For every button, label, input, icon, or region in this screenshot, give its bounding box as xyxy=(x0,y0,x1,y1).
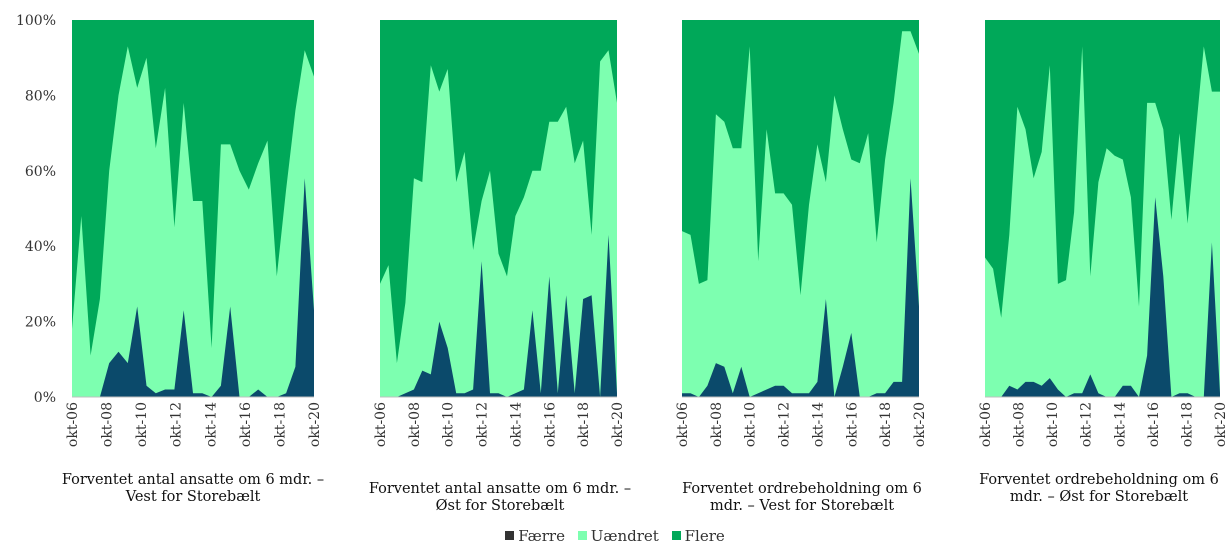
area-uaendret xyxy=(380,50,617,397)
x-tick-label: okt-16 xyxy=(1146,402,1162,447)
area-faerre xyxy=(72,178,314,397)
legend-label-flere: Flere xyxy=(684,527,725,545)
x-tick-label: okt-18 xyxy=(272,402,288,447)
legend-swatch-uaendret xyxy=(577,531,587,540)
legend-label-uaendret: Uændret xyxy=(590,527,659,545)
area-uaendret xyxy=(682,31,919,398)
x-tick-label: okt-08 xyxy=(709,402,725,447)
y-tick-label: 100% xyxy=(16,13,56,29)
y-tick-label: 40% xyxy=(25,239,56,255)
x-tick-label: okt-10 xyxy=(743,402,759,447)
panel-3: okt-06 okt-08 okt-10 okt-12 okt-14 okt-16 okt-… xyxy=(675,20,928,447)
x-tick-label: okt-10 xyxy=(441,402,457,447)
y-tick-label: 0% xyxy=(34,390,56,406)
panel-title-2: Forventet antal ansatte om 6 mdr. – Øst … xyxy=(368,481,632,514)
x-tick-label: okt-14 xyxy=(508,402,524,447)
x-tick-label: okt-12 xyxy=(777,402,793,447)
x-tick-label: okt-14 xyxy=(810,402,826,447)
panel-title-3: Forventet ordrebeholdning om 6 mdr. – Ve… xyxy=(682,481,922,514)
legend-item-faerre: Færre xyxy=(505,527,565,545)
x-tick-label: okt-06 xyxy=(675,402,691,447)
x-tick-label: okt-12 xyxy=(475,402,491,447)
x-tick-label: okt-20 xyxy=(912,402,928,447)
x-tick-label: okt-06 xyxy=(373,402,389,447)
x-tick-label: okt-16 xyxy=(542,402,558,447)
x-tick-label: okt-16 xyxy=(238,402,254,447)
x-tick-label: okt-08 xyxy=(407,402,423,447)
y-tick-label: 20% xyxy=(25,315,56,331)
x-tick-label: okt-10 xyxy=(134,402,150,447)
y-tick-label: 60% xyxy=(25,164,56,180)
panel-4: okt-06 okt-08 okt-10 okt-12 okt-14 okt-16 okt-… xyxy=(978,20,1229,447)
x-tick-label: okt-10 xyxy=(1045,402,1061,447)
legend-item-uaendret: Uændret xyxy=(577,527,659,545)
x-tick-label: okt-16 xyxy=(844,402,860,447)
legend-label-faerre: Færre xyxy=(518,527,565,545)
x-tick-label: okt-18 xyxy=(576,402,592,447)
legend-item-flere: Flere xyxy=(671,527,725,545)
x-tick-label: okt-12 xyxy=(1079,402,1095,447)
legend-swatch-flere xyxy=(671,531,681,540)
x-tick-label: okt-14 xyxy=(1112,402,1128,447)
x-tick-label: okt-08 xyxy=(1012,402,1028,447)
x-tick-label: okt-06 xyxy=(978,402,994,447)
x-tick-label: okt-12 xyxy=(169,402,185,447)
panel-2: okt-06 okt-08 okt-10 okt-12 okt-14 okt-16 okt-… xyxy=(373,20,626,447)
x-tick-label: okt-20 xyxy=(610,402,626,447)
legend-swatch-faerre xyxy=(505,531,515,540)
panel-title-1: Forventet antal ansatte om 6 mdr. – Vest… xyxy=(61,472,325,505)
y-tick-label: 80% xyxy=(25,88,56,104)
panel-1: okt-06 okt-08 okt-10 okt-12 okt-14 okt-16 okt-… xyxy=(65,20,323,447)
x-tick-label: okt-06 xyxy=(65,402,81,447)
x-tick-label: okt-14 xyxy=(203,402,219,447)
area-faerre xyxy=(985,197,1220,397)
area-faerre xyxy=(380,234,617,397)
x-tick-label: okt-18 xyxy=(1179,402,1195,447)
area-uaendret xyxy=(72,46,314,398)
x-tick-label: okt-20 xyxy=(307,402,323,447)
x-tick-label: okt-08 xyxy=(100,402,116,447)
panel-title-4: Forventet ordrebeholdning om 6 mdr. – Øs… xyxy=(979,472,1219,505)
x-tick-label: okt-18 xyxy=(878,402,894,447)
x-tick-label: okt-20 xyxy=(1213,402,1229,447)
legend: Færre Uændret Flere xyxy=(0,527,1230,545)
